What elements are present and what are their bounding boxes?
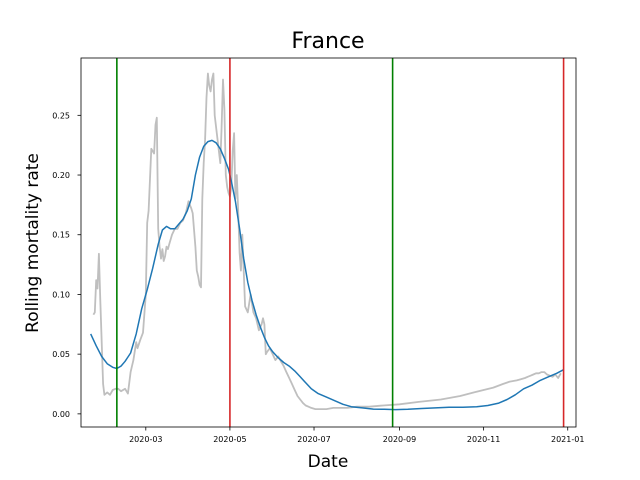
y-axis-label: Rolling mortality rate	[23, 153, 43, 333]
y-tick-label: 0.25	[52, 111, 70, 120]
x-tick-label: 2020-05	[213, 435, 246, 444]
series-line-smoothed	[90, 139, 564, 411]
x-axis-label: Date	[308, 452, 349, 472]
x-tick-label: 2020-07	[297, 435, 330, 444]
plot-area: 2020-03 2020-05 2020-07 2020-09 2020-11 2021-…	[52, 57, 584, 444]
y-tick-label: 0.20	[52, 171, 70, 180]
y-tick-label: 0.10	[52, 290, 70, 299]
y-tick-label: 0.15	[52, 231, 70, 240]
x-tick-label: 2020-11	[467, 435, 500, 444]
chart-title: France	[291, 29, 364, 54]
x-tick-label: 2021-01	[551, 435, 584, 444]
x-tick-label: 2020-09	[383, 435, 416, 444]
y-tick-label: 0.05	[52, 350, 70, 359]
y-tick-label: 0.00	[52, 410, 70, 419]
series-line-raw	[92, 72, 562, 411]
axes-frame	[80, 57, 577, 428]
x-tick-label: 2020-03	[129, 435, 162, 444]
